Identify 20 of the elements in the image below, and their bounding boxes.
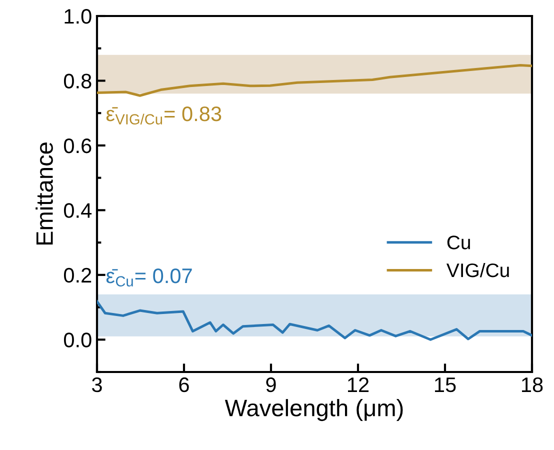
y-tick-label: 0.6: [64, 138, 92, 154]
legend-label: VIG/Cu: [446, 262, 509, 278]
x-tick-label: 6: [179, 377, 189, 392]
annotation: ε̄$_{VIG/Cu}$= 0.83: [106, 106, 222, 124]
x-tick-label: 3: [92, 377, 102, 392]
x-tick-label: 18: [522, 377, 543, 392]
annotation: ε̄$_{Cu}$= 0.07: [106, 268, 192, 286]
y-tick-label: 0.4: [64, 203, 92, 218]
y-tick-label: 0.2: [64, 268, 92, 283]
legend-label: Cu: [447, 236, 470, 250]
x-tick-label: 12: [348, 377, 369, 392]
y-tick-label: 1.0: [64, 9, 92, 24]
line-series: [97, 64, 532, 97]
line-series: [97, 300, 532, 341]
x-tick-label: 9: [266, 377, 276, 392]
y-tick-label: 0.8: [64, 74, 92, 88]
x-axis-title: Wavelength (μm): [224, 399, 403, 422]
x-tick-label: 15: [435, 378, 456, 392]
y-axis-title: Emittance: [36, 142, 53, 245]
y-tick-label: 0.0: [64, 332, 92, 348]
